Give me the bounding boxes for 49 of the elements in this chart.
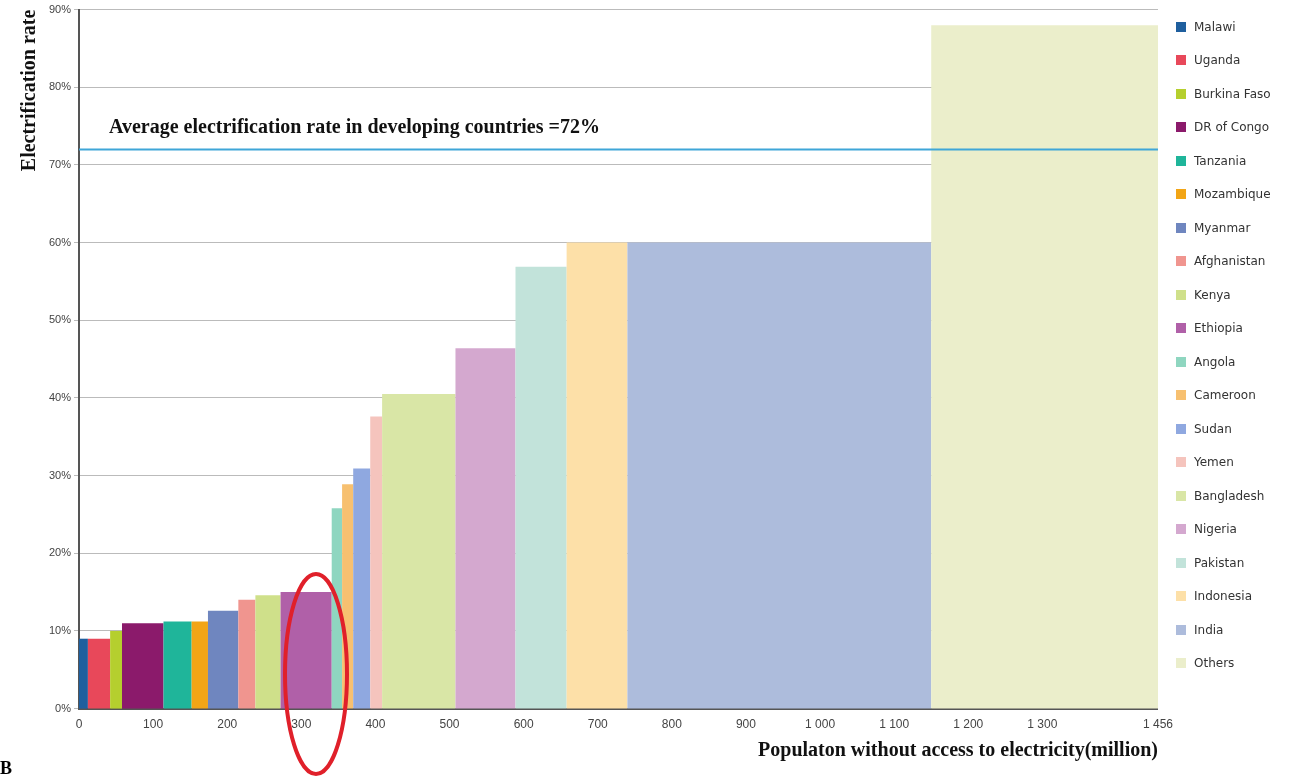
x-tick-label: 200 — [217, 717, 238, 732]
legend-label: Indonesia — [1194, 589, 1253, 604]
legend-label: DR of Congo — [1194, 120, 1270, 135]
y-tick-label: 0% — [55, 701, 72, 714]
y-axis-title: Electrification rate — [17, 9, 40, 172]
x-axis-title: Populaton without access to electricity(million) — [758, 738, 1158, 762]
legend-label: Bangladesh — [1194, 488, 1265, 503]
x-tick-label: 1 200 — [953, 717, 984, 732]
legend-label: Burkina Faso — [1194, 86, 1271, 101]
y-tick-label: 10% — [48, 623, 72, 636]
x-tick-label: 1 300 — [1027, 717, 1058, 732]
y-tick-label: 50% — [48, 313, 72, 326]
y-tick-label: 60% — [48, 235, 72, 248]
ref-line-label: Average electrification rate in developing countries =72% — [109, 114, 600, 138]
legend-label: Tanzania — [1194, 153, 1247, 168]
legend-label: Malawi — [1194, 19, 1236, 34]
legend-label: Yemen — [1194, 455, 1234, 470]
legend-label: Nigeria — [1194, 522, 1237, 537]
legend-label: India — [1194, 622, 1224, 637]
x-tick-label: 900 — [735, 717, 757, 732]
y-tick-label: 70% — [48, 157, 72, 170]
legend-label: Sudan — [1194, 421, 1232, 436]
legend-label: Kenya — [1194, 287, 1231, 302]
legend-label: Ethiopia — [1194, 321, 1243, 336]
y-tick-label: 40% — [48, 390, 72, 403]
y-tick-label: 80% — [48, 80, 72, 93]
legend-label: Afghanistan — [1194, 254, 1266, 269]
legend-label: Others — [1194, 656, 1235, 671]
legend-label: Angola — [1194, 354, 1236, 369]
x-tick-label: 800 — [661, 717, 683, 732]
x-tick-label: 700 — [587, 717, 609, 732]
text: B — [0, 758, 13, 779]
y-tick-label: 30% — [48, 468, 72, 481]
y-tick-label: 90% — [48, 2, 72, 15]
x-tick-label: 1 456 — [1142, 717, 1174, 732]
x-tick-label: 600 — [513, 717, 534, 732]
legend-label: Cameroon — [1194, 388, 1256, 403]
x-tick-label: 0 — [75, 717, 83, 732]
x-tick-label: 100 — [143, 717, 164, 732]
y-tick-label: 20% — [48, 546, 72, 559]
x-tick-label: 300 — [291, 717, 312, 732]
legend-label: Mozambique — [1194, 187, 1271, 202]
x-tick-label: 400 — [365, 717, 386, 732]
x-tick-label: 1 000 — [805, 717, 836, 732]
legend-label: Myanmar — [1194, 220, 1251, 235]
x-tick-label: 500 — [439, 717, 460, 732]
legend-label: Uganda — [1194, 53, 1241, 68]
x-tick-label: 1 100 — [879, 717, 910, 732]
legend-label: Pakistan — [1194, 555, 1245, 570]
